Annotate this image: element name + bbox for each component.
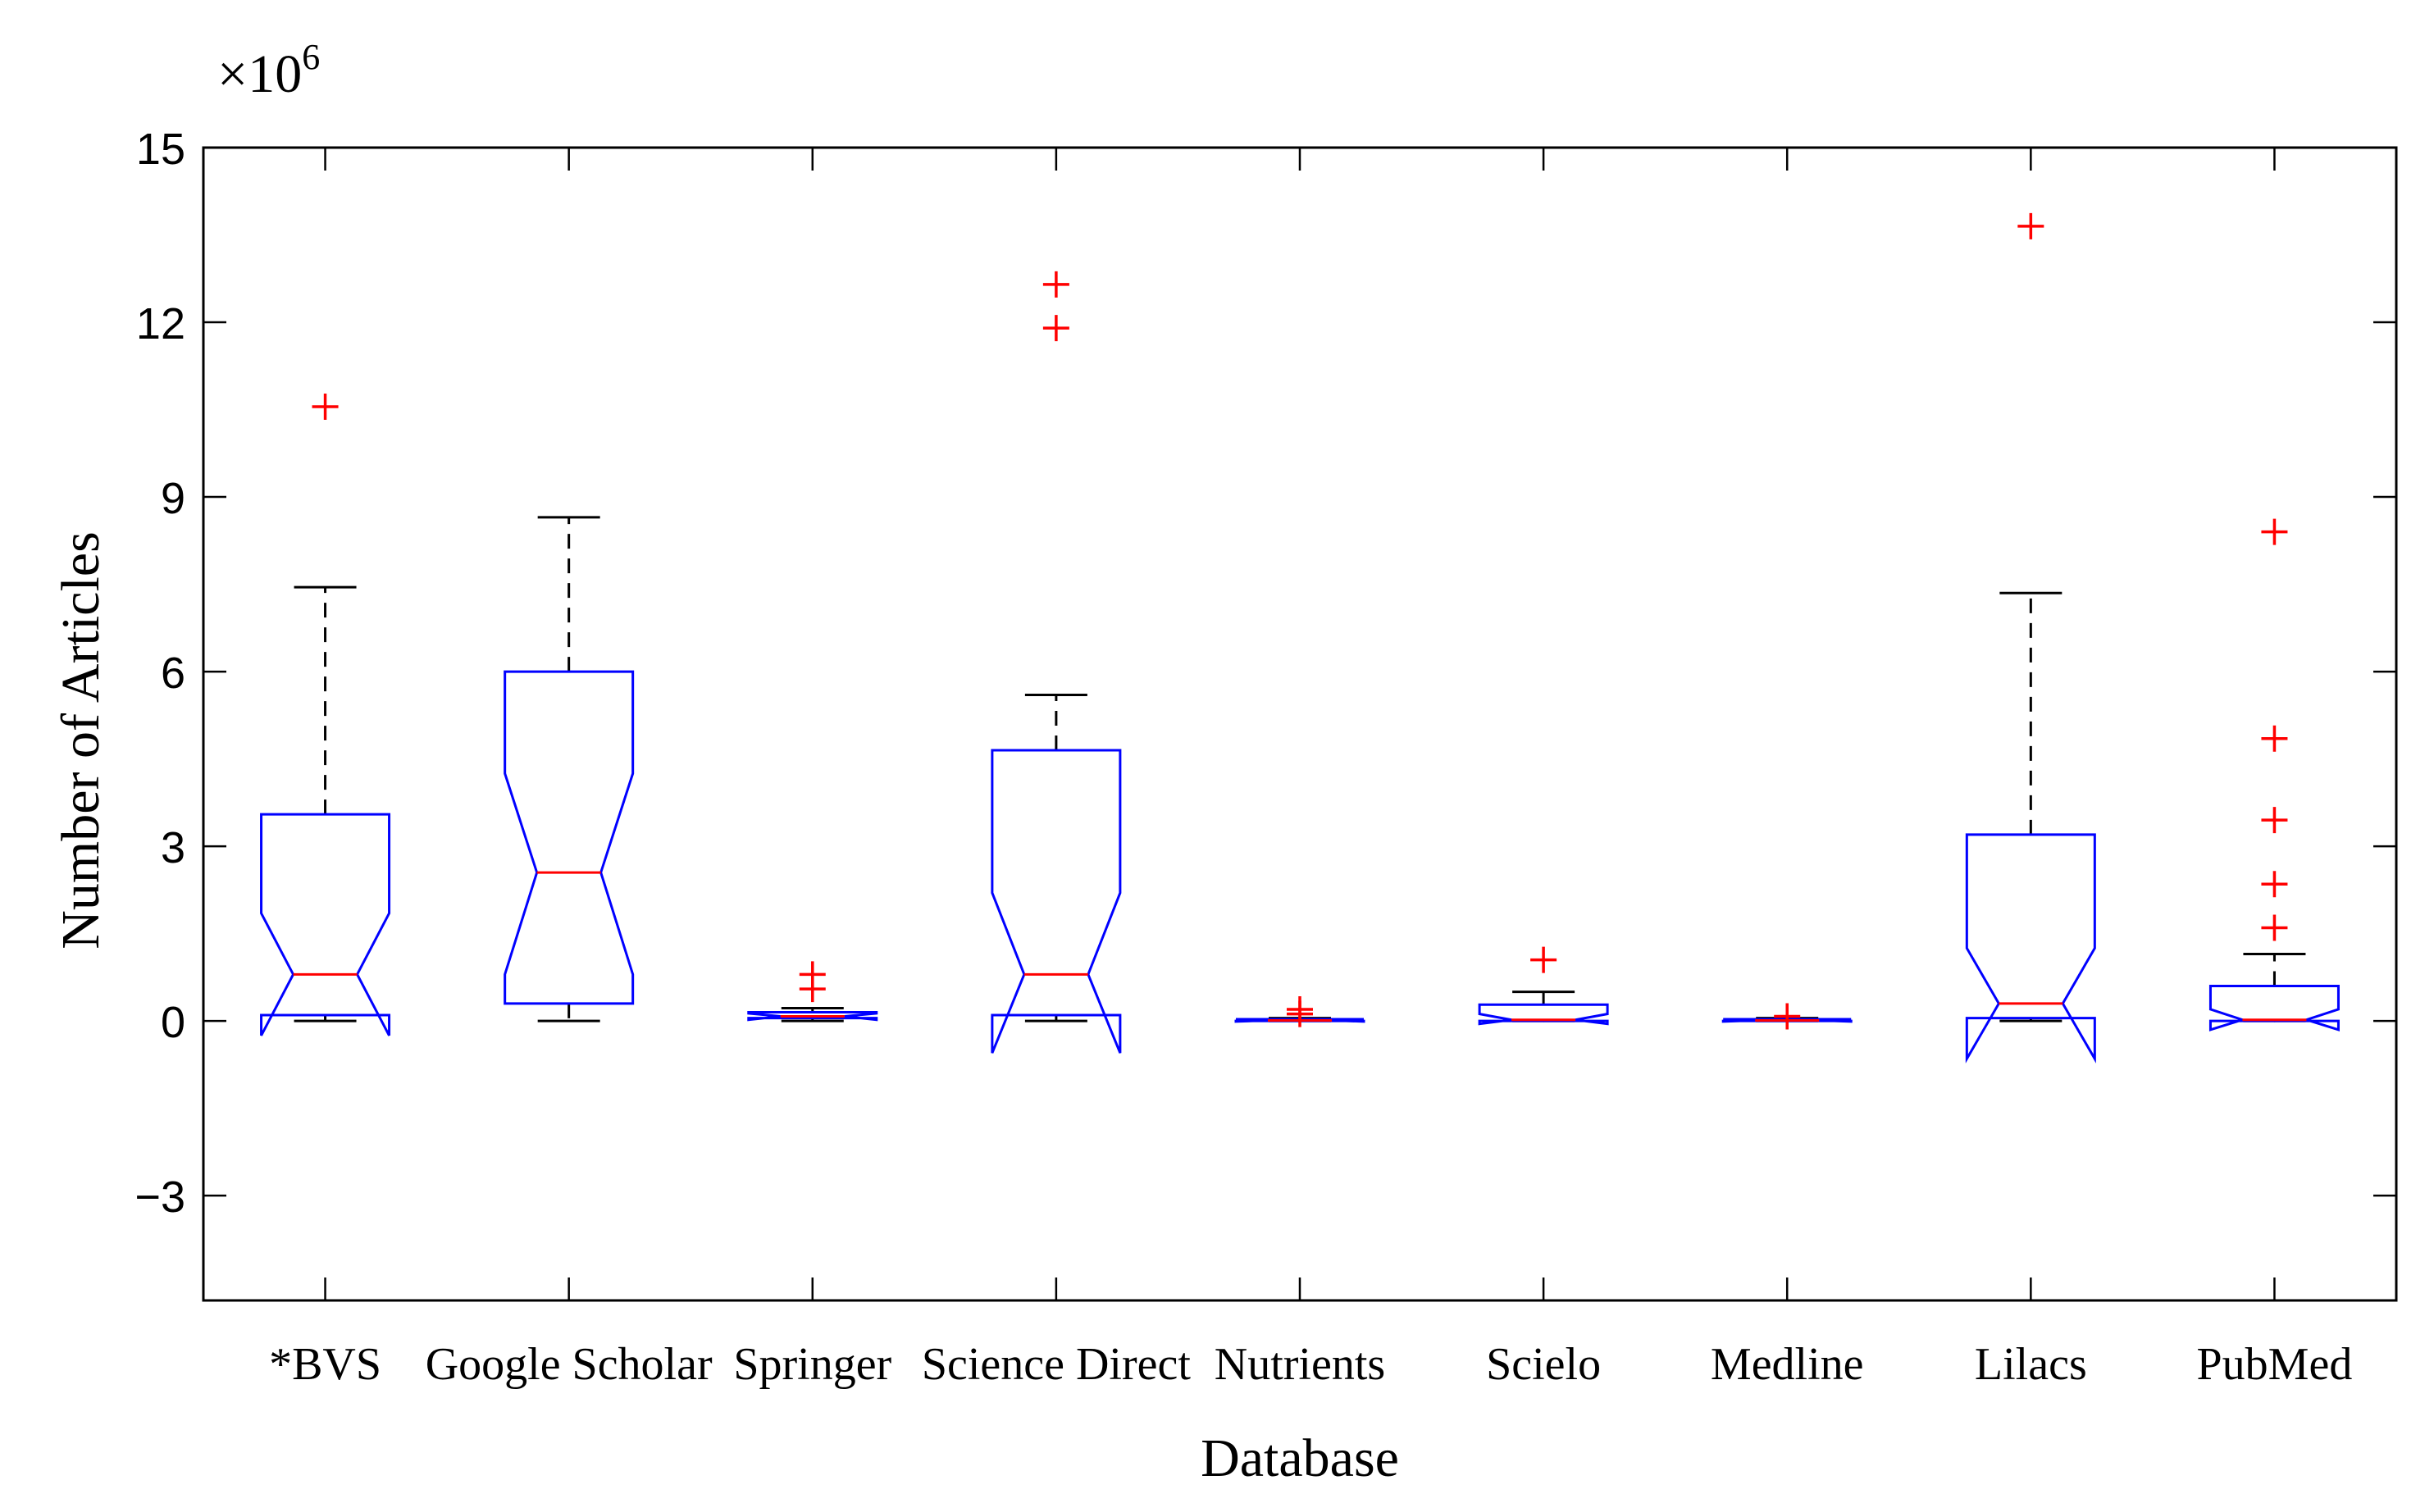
plot-frame [202,146,2398,1302]
box-9 [2208,518,2340,1032]
outlier-marker [799,961,826,988]
y-axis-multiplier: ×106 [217,37,320,104]
outlier-marker [1042,271,1069,298]
x-tick-label: *BVS [269,1339,381,1390]
x-tick-label: Science Direct [922,1339,1191,1390]
y-tick-label: −3 [134,1173,185,1222]
y-tick-label: 12 [136,299,185,348]
x-tick-label: Scielo [1486,1339,1601,1390]
x-tick-label: Google Scholar [426,1339,713,1390]
outlier-marker [2017,212,2044,239]
outlier-marker [312,393,339,420]
outlier-marker [1042,315,1069,342]
box-1 [260,393,391,1036]
box-5 [1234,995,1365,1027]
x-axis-label: Database [1201,1428,1399,1488]
box-7 [1721,1003,1853,1030]
notched-box [1721,1018,1853,1023]
y-tick-label: 15 [136,125,185,174]
multiplier-exponent: 6 [302,37,320,77]
notched-box [504,670,635,1005]
x-tick-label: Springer [733,1339,891,1390]
notched-box [991,749,1122,1054]
outlier-marker [1287,995,1313,1022]
box-4 [991,271,1122,1054]
notched-box [1478,1003,1609,1026]
box-8 [1965,212,2096,1063]
y-tick-label: 6 [161,649,185,698]
box-series [260,212,2340,1063]
outlier-marker [1774,1003,1801,1030]
y-tick-label: 9 [161,474,185,523]
outlier-marker [2261,518,2288,545]
notched-box [260,813,391,1036]
axis-ticks [203,146,2396,1300]
x-tick-label: Medline [1711,1339,1864,1390]
outlier-marker [2261,914,2288,941]
outlier-marker [2261,725,2288,752]
svg-text:×106: ×106 [217,37,320,104]
notched-box [747,1011,878,1022]
outlier-marker [2261,871,2288,898]
notched-box [1965,833,2096,1063]
box-3 [747,961,878,1022]
box-2 [504,516,635,1022]
x-tick-label: Nutrients [1215,1339,1385,1390]
x-tick-label: PubMed [2197,1339,2353,1390]
y-tick-labels: −3 0 3 6 9 12 15 [134,125,185,1222]
notched-box [1234,1018,1365,1023]
box-6 [1478,946,1609,1026]
outlier-marker [2261,807,2288,834]
y-tick-label: 3 [161,823,185,872]
y-axis-label: Number of Articles [51,531,111,950]
y-tick-label: 0 [161,998,185,1047]
notched-box [2208,985,2340,1032]
x-tick-label: Lilacs [1975,1339,2087,1390]
multiplier-base: ×10 [217,44,302,104]
x-tick-labels: *BVS Google Scholar Springer Science Direct… [269,1339,2352,1390]
outlier-marker [1530,946,1557,973]
